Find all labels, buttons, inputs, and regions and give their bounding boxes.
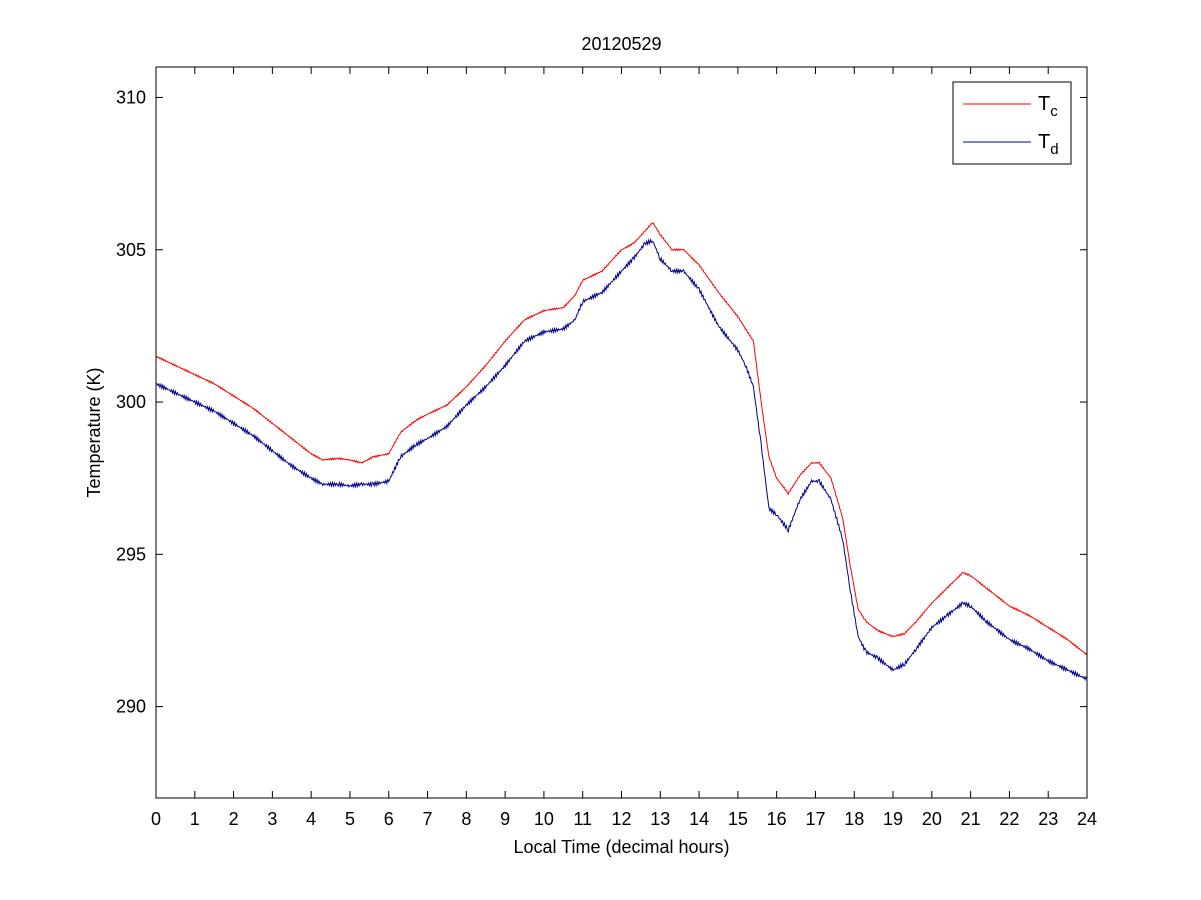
x-tick-label: 10: [534, 809, 554, 829]
y-axis-label: Temperature (K): [84, 367, 104, 497]
legend-box: [952, 81, 1072, 165]
x-tick-label: 19: [883, 809, 903, 829]
y-tick-label: 310: [116, 87, 146, 107]
x-tick-label: 16: [767, 809, 787, 829]
x-tick-label: 12: [611, 809, 631, 829]
x-tick-label: 17: [805, 809, 825, 829]
y-tick-label: 295: [116, 544, 146, 564]
x-tick-label: 8: [461, 809, 471, 829]
x-tick-label: 1: [190, 809, 200, 829]
x-tick-label: 20: [922, 809, 942, 829]
x-tick-label: 6: [384, 809, 394, 829]
series-line-Td: [155, 237, 1088, 682]
x-tick-label: 15: [728, 809, 748, 829]
x-axis-label: Local Time (decimal hours): [513, 837, 729, 857]
x-tick-label: 11: [573, 809, 592, 829]
y-tick-label: 305: [116, 240, 146, 260]
series-layer: [155, 222, 1088, 682]
x-tick-label: 5: [345, 809, 355, 829]
x-tick-label: 13: [650, 809, 670, 829]
x-tick-label: 0: [151, 809, 161, 829]
x-tick-label: 14: [689, 809, 709, 829]
plot-frame: [155, 66, 1088, 799]
x-tick-label: 22: [999, 809, 1019, 829]
x-tick-label: 24: [1077, 809, 1097, 829]
x-tick-label: 3: [267, 809, 277, 829]
x-tick-label: 9: [500, 809, 510, 829]
y-axis: 290 295 300 305 310: [116, 87, 1087, 717]
x-tick-label: 23: [1038, 809, 1058, 829]
y-tick-label: 300: [116, 392, 146, 412]
x-tick-label: 4: [306, 809, 316, 829]
x-axis: 0 1 2 3 4 5 6 7 8 9 10 11 12 13 14 15 16 17 18 19 20 21 22 23 24: [151, 67, 1097, 829]
x-tick-label: 2: [229, 809, 239, 829]
chart-title: 20120529: [581, 34, 661, 54]
x-tick-label: 7: [423, 809, 433, 829]
series-line-Tc: [155, 222, 1088, 656]
x-tick-label: 21: [961, 809, 981, 829]
x-tick-label: 18: [844, 809, 864, 829]
y-tick-label: 290: [116, 697, 146, 717]
